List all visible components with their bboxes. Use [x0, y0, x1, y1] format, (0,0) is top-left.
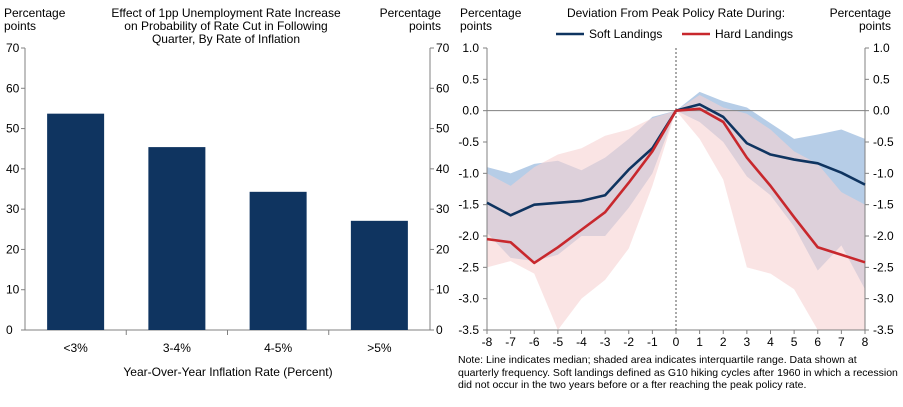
- right-tick-label: -2.5: [873, 260, 894, 274]
- left-tick-label: 10: [6, 283, 20, 297]
- bar: [249, 191, 307, 330]
- category-label: <3%: [63, 341, 88, 355]
- left-tick-label: -3.0: [458, 292, 479, 306]
- right-axis-unit-label: points: [409, 19, 441, 33]
- right-tick-label: 30: [436, 202, 450, 216]
- x-tick-label: -8: [482, 335, 493, 349]
- x-tick-label: -2: [623, 335, 634, 349]
- category-label: 4-5%: [264, 341, 292, 355]
- x-tick-label: -3: [600, 335, 611, 349]
- x-tick-label: 8: [862, 335, 869, 349]
- left-tick-label: 40: [6, 162, 20, 176]
- chart-note: Note: Line indicates median; shaded area…: [458, 354, 898, 391]
- left-tick-label: 1.0: [462, 41, 479, 55]
- left-tick-label: -0.5: [458, 135, 479, 149]
- left-tick-label: 20: [6, 242, 20, 256]
- left-axis-unit-label: Percentage: [460, 6, 522, 20]
- x-tick-label: 7: [838, 335, 845, 349]
- right-tick-label: 1.0: [873, 41, 890, 55]
- chart-title-line: on Probability of Rate Cut in Following: [124, 19, 327, 33]
- category-label: >5%: [367, 341, 392, 355]
- chart-title-line: Effect of 1pp Unemployment Rate Increase: [111, 6, 341, 20]
- category-label: 3-4%: [163, 341, 191, 355]
- left-tick-label: -2.5: [458, 260, 479, 274]
- right-tick-label: 0.5: [873, 72, 890, 86]
- x-tick-label: -5: [553, 335, 564, 349]
- right-axis-unit-label: points: [859, 19, 891, 33]
- right-axis-unit-label: Percentage: [380, 6, 442, 20]
- left-tick-label: 50: [6, 122, 20, 136]
- x-tick-label: -6: [529, 335, 540, 349]
- x-tick-label: 1: [696, 335, 703, 349]
- right-tick-label: 50: [436, 122, 450, 136]
- x-tick-label: 3: [744, 335, 751, 349]
- right-tick-label: -2.0: [873, 229, 894, 243]
- right-tick-label: 70: [436, 41, 450, 55]
- bar-chart-panel: 0 0 10 10 20 20 30 30 40 40 50 50 60 60 70 70 <3% 3-4% 4-5…: [4, 6, 450, 379]
- chart-title-line: Quarter, By Rate of Inflation: [152, 32, 300, 46]
- x-tick-label: -1: [647, 335, 658, 349]
- left-tick-label: 0: [6, 323, 13, 337]
- x-tick-label: 2: [720, 335, 727, 349]
- left-tick-label: 30: [6, 202, 20, 216]
- x-axis-title: Year-Over-Year Inflation Rate (Percent): [123, 365, 332, 379]
- right-tick-label: 0.0: [873, 104, 890, 118]
- left-axis-unit-label: points: [460, 19, 492, 33]
- right-tick-label: 60: [436, 81, 450, 95]
- right-axis-unit-label: Percentage: [830, 6, 892, 20]
- bar: [148, 147, 206, 330]
- left-tick-label: -3.5: [458, 323, 479, 337]
- right-tick-label: -3.5: [873, 323, 894, 337]
- left-tick-label: 70: [6, 41, 20, 55]
- bar: [47, 113, 105, 330]
- left-tick-label: 0.5: [462, 72, 479, 86]
- left-axis-unit-label: Percentage: [4, 6, 66, 20]
- legend-label: Soft Landings: [589, 27, 662, 41]
- chart-title: Deviation From Peak Policy Rate During:: [567, 6, 785, 20]
- x-tick-label: 0: [673, 335, 680, 349]
- x-tick-label: -7: [505, 335, 516, 349]
- left-axis-unit-label: points: [4, 19, 36, 33]
- left-tick-label: 0.0: [462, 104, 479, 118]
- x-tick-label: -4: [576, 335, 587, 349]
- right-tick-label: -0.5: [873, 135, 894, 149]
- left-tick-label: -1.5: [458, 198, 479, 212]
- right-tick-label: -1.5: [873, 198, 894, 212]
- right-tick-label: 10: [436, 283, 450, 297]
- right-tick-label: 40: [436, 162, 450, 176]
- left-tick-label: 60: [6, 81, 20, 95]
- right-tick-label: -1.0: [873, 166, 894, 180]
- bar: [350, 220, 408, 330]
- median-line: [486, 107, 866, 265]
- right-tick-label: -3.0: [873, 292, 894, 306]
- x-tick-label: 4: [767, 335, 774, 349]
- right-tick-label: 0: [436, 323, 443, 337]
- left-tick-label: -1.0: [458, 166, 479, 180]
- x-tick-label: 5: [791, 335, 798, 349]
- legend-label: Hard Landings: [715, 27, 793, 41]
- left-tick-label: -2.0: [458, 229, 479, 243]
- right-tick-label: 20: [436, 242, 450, 256]
- x-tick-label: 6: [814, 335, 821, 349]
- line-chart-panel: -3.5 -3.5 -3.0 -3.0 -2.5 -2.5 -2.0 -2.0 -1.5 -1.5…: [458, 6, 894, 349]
